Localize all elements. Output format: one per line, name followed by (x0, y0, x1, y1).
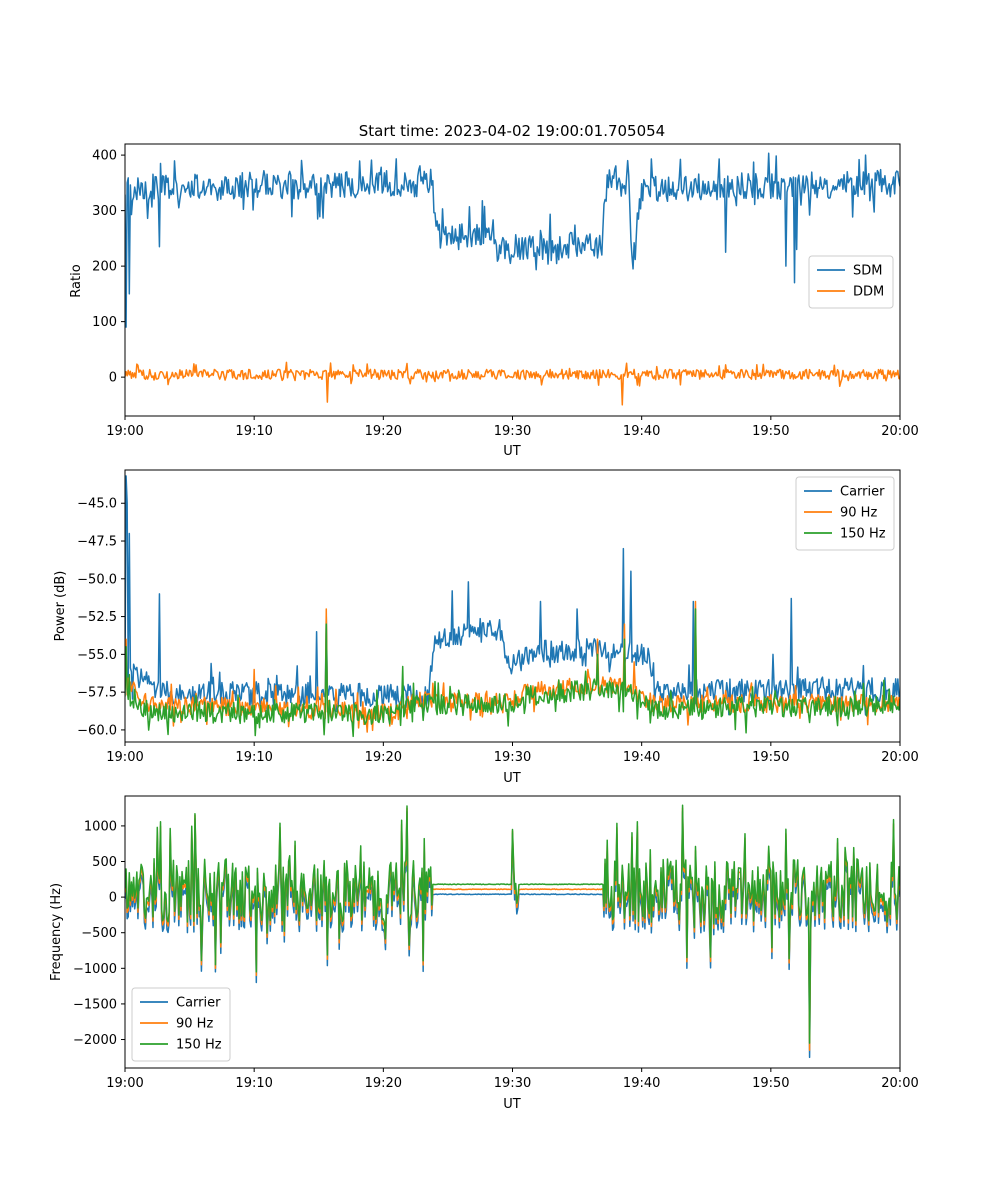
y-tick-label: −2000 (73, 1033, 117, 1048)
x-tick-label: 19:40 (623, 750, 660, 765)
y-axis-label: Power (dB) (53, 571, 68, 642)
y-tick-label: 0 (109, 371, 117, 386)
y-tick-label: −55.0 (77, 648, 117, 663)
x-tick-label: 19:00 (106, 750, 143, 765)
ratio-panel: Start time: 2023-04-02 19:00:01.705054 R… (69, 122, 919, 459)
y-tick-label: −52.5 (77, 610, 117, 625)
x-tick-label: 19:50 (752, 750, 789, 765)
x-tick-label: 20:00 (881, 424, 918, 439)
y-axis-label: Frequency (Hz) (49, 883, 64, 981)
legend-entry: 150 Hz (840, 527, 886, 542)
series-line-150-hz (125, 608, 900, 738)
legend-entry: Carrier (176, 996, 221, 1011)
legend-box (795, 476, 895, 551)
x-tick-label: 19:40 (623, 1076, 660, 1091)
legend: Carrier 90 Hz 150 Hz (131, 987, 231, 1062)
legend-entry: DDM (853, 285, 884, 300)
x-tick-label: 19:20 (365, 424, 402, 439)
x-tick-label: 19:30 (494, 750, 531, 765)
x-tick-label: 19:50 (752, 1076, 789, 1091)
series-line-90-hz (125, 600, 900, 733)
y-tick-label: 200 (92, 260, 117, 275)
y-tick-label: −50.0 (77, 572, 117, 587)
y-tick-label: −45.0 (77, 497, 117, 512)
y-tick-label: 500 (92, 855, 117, 870)
series-line-150-hz (125, 804, 900, 1044)
x-tick-label: 19:10 (235, 750, 272, 765)
power-panel: Power (dB) UT 19:00 19:10 19:20 19:30 19:40 1… (53, 469, 919, 786)
x-axis-label: UT (503, 771, 521, 786)
x-tick-label: 19:40 (623, 424, 660, 439)
plot-area: 19:00 19:10 19:20 19:30 19:40 19:50 20:00 −60.0… (77, 469, 919, 765)
x-tick-label: 19:20 (365, 750, 402, 765)
legend-entry: SDM (853, 264, 882, 279)
x-tick-label: 19:00 (106, 1076, 143, 1091)
y-tick-label: 400 (92, 149, 117, 164)
x-tick-label: 19:30 (494, 424, 531, 439)
y-tick-label: 300 (92, 204, 117, 219)
legend: Carrier 90 Hz 150 Hz (795, 476, 895, 551)
legend-box (808, 255, 894, 309)
y-tick-label: −47.5 (77, 535, 117, 550)
y-tick-label: −500 (81, 926, 117, 941)
legend-box (131, 987, 231, 1062)
legend-entry: 150 Hz (176, 1038, 222, 1053)
legend-entry: 90 Hz (176, 1017, 213, 1032)
x-tick-label: 19:20 (365, 1076, 402, 1091)
series-lines (125, 152, 900, 406)
panel-title: Start time: 2023-04-02 19:00:01.705054 (359, 122, 665, 140)
series-line-sdm (125, 152, 900, 328)
legend-entry: 90 Hz (840, 506, 877, 521)
y-tick-label: −1000 (73, 962, 117, 977)
x-tick-label: 19:10 (235, 1076, 272, 1091)
series-lines (125, 475, 900, 738)
frequency-panel: Frequency (Hz) UT 19:00 19:10 19:20 19:30 19… (49, 795, 919, 1112)
y-tick-label: 1000 (84, 819, 117, 834)
x-axis-label: UT (503, 1097, 521, 1112)
x-tick-label: 19:30 (494, 1076, 531, 1091)
y-tick-label: −57.5 (77, 686, 117, 701)
series-lines (125, 804, 900, 1059)
y-tick-label: −60.0 (77, 723, 117, 738)
y-tick-label: 0 (109, 891, 117, 906)
plot-area: 19:00 19:10 19:20 19:30 19:40 19:50 20:00 −2000… (73, 795, 919, 1091)
legend: SDM DDM (808, 255, 894, 309)
x-axis-label: UT (503, 444, 521, 459)
y-tick-label: −1500 (73, 997, 117, 1012)
x-tick-label: 19:10 (235, 424, 272, 439)
x-tick-label: 20:00 (881, 1076, 918, 1091)
x-tick-label: 19:00 (106, 424, 143, 439)
legend-entry: Carrier (840, 485, 885, 500)
series-line-ddm (125, 361, 900, 406)
x-tick-label: 20:00 (881, 750, 918, 765)
y-axis-label: Ratio (69, 264, 84, 297)
x-tick-label: 19:50 (752, 424, 789, 439)
y-tick-label: 100 (92, 315, 117, 330)
plot-area: 19:00 19:10 19:20 19:30 19:40 19:50 20:00 0 100 2… (92, 143, 919, 439)
